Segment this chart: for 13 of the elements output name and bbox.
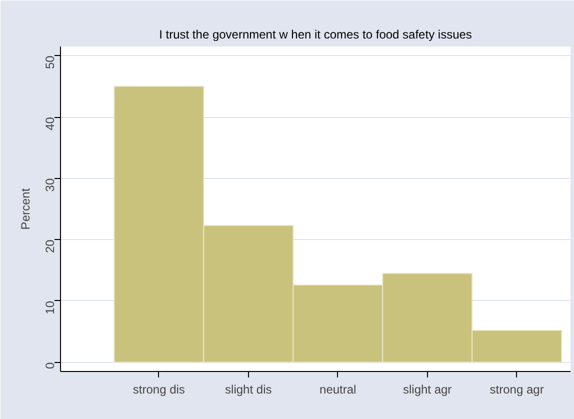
y-tick-label: 40: [43, 116, 57, 130]
y-tick-label: 0: [43, 362, 57, 369]
x-tick-label: slight agr: [402, 382, 452, 396]
y-tick-label: 30: [43, 178, 57, 192]
y-tick-label: 10: [43, 300, 57, 314]
y-tick-label: 50: [43, 55, 57, 70]
chart-title: I trust the government w hen it comes to food safety issues: [159, 28, 472, 42]
x-tick-label: slight dis: [225, 382, 272, 396]
y-axis-title: Percent: [18, 188, 32, 230]
y-tick-label: 20: [43, 239, 57, 254]
x-tick-label: strong dis: [132, 382, 185, 396]
x-tick-label: neutral: [320, 382, 356, 396]
x-tick-label: strong agr: [490, 382, 544, 396]
